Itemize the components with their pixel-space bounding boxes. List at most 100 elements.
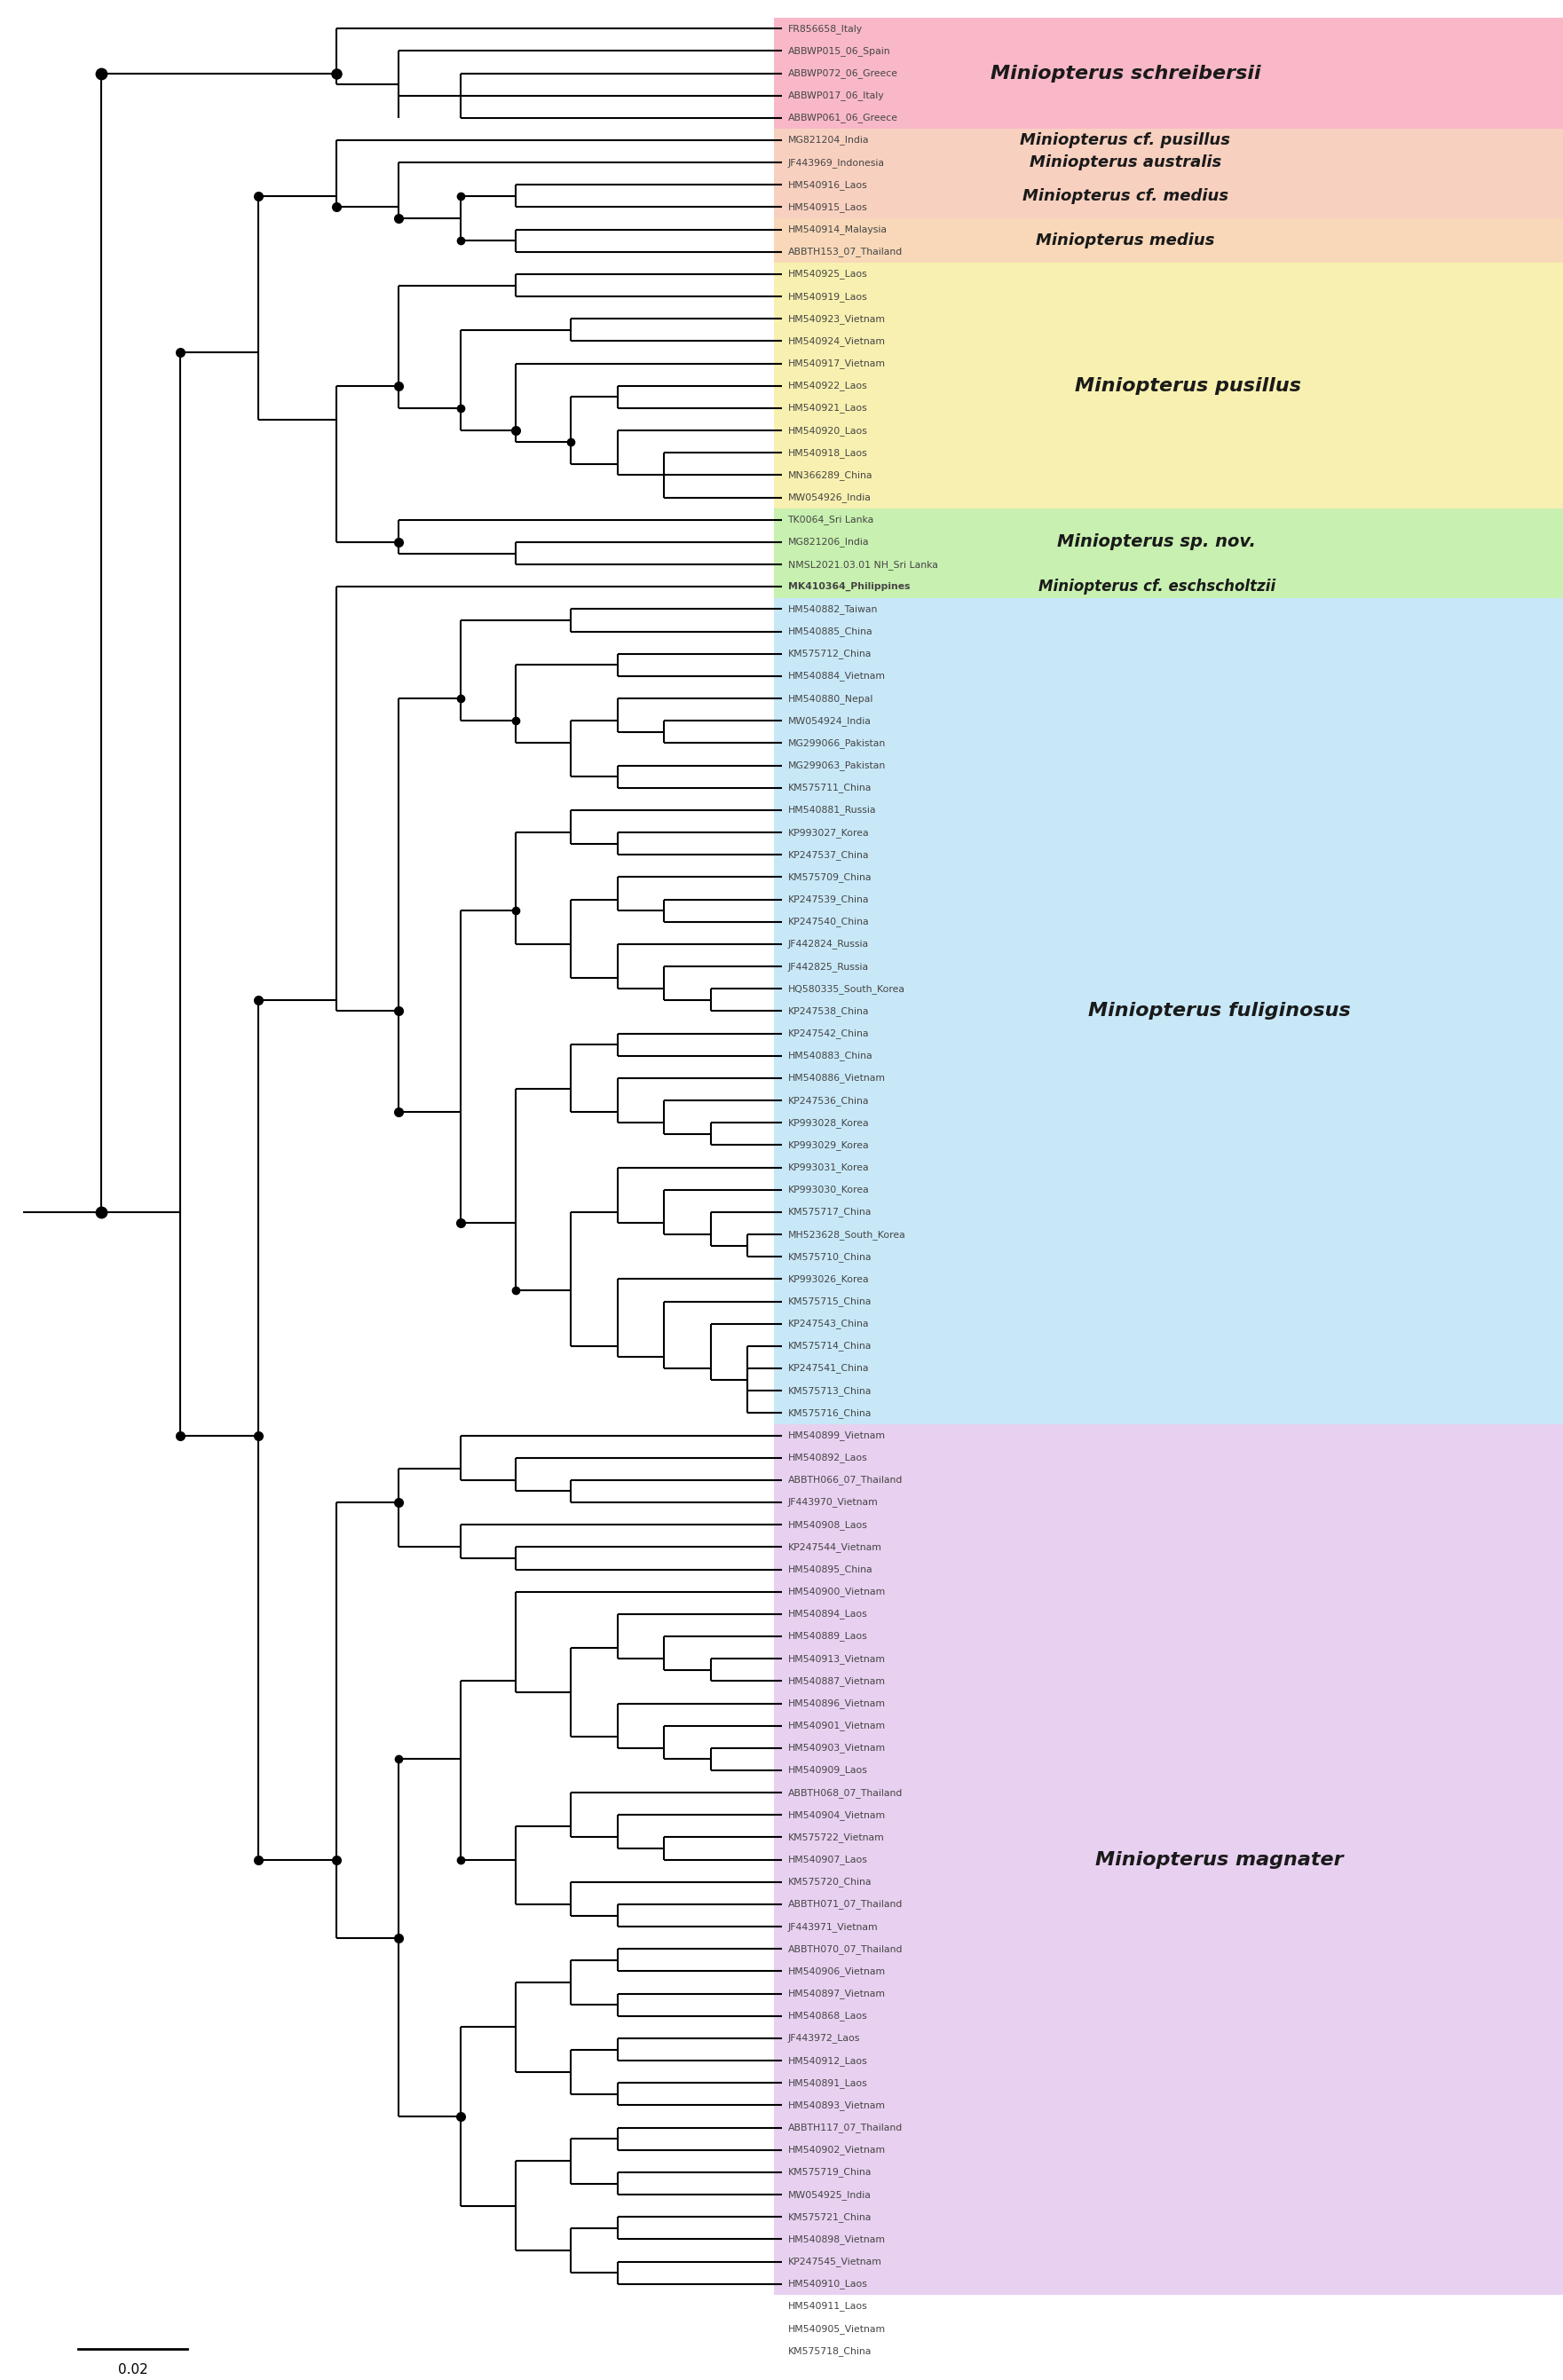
Text: KP247536_China: KP247536_China — [788, 1095, 869, 1104]
Text: KM575721_China: KM575721_China — [788, 2211, 872, 2223]
Bar — [774, 509, 1563, 576]
Text: HM540913_Vietnam: HM540913_Vietnam — [788, 1654, 885, 1664]
Text: HM540908_Laos: HM540908_Laos — [788, 1521, 867, 1530]
Text: ABBTH066_07_Thailand: ABBTH066_07_Thailand — [788, 1476, 902, 1485]
Text: HM540921_Laos: HM540921_Laos — [788, 402, 867, 414]
Text: Miniopterus medius: Miniopterus medius — [1036, 233, 1214, 248]
Bar — [774, 597, 1563, 1423]
Text: MH523628_South_Korea: MH523628_South_Korea — [788, 1230, 905, 1240]
Text: KP247541_China: KP247541_China — [788, 1364, 869, 1373]
Text: HM540894_Laos: HM540894_Laos — [788, 1609, 867, 1618]
Text: HM540880_Nepal: HM540880_Nepal — [788, 693, 874, 704]
Text: JF443970_Vietnam: JF443970_Vietnam — [788, 1497, 878, 1507]
Text: Miniopterus cf. eschscholtzii: Miniopterus cf. eschscholtzii — [1038, 578, 1275, 595]
Text: KM575711_China: KM575711_China — [788, 783, 872, 793]
Text: HM540909_Laos: HM540909_Laos — [788, 1766, 867, 1775]
Text: HM540907_Laos: HM540907_Laos — [788, 1854, 867, 1864]
Text: KM575710_China: KM575710_China — [788, 1252, 872, 1261]
Text: HM540905_Vietnam: HM540905_Vietnam — [788, 2323, 886, 2332]
Text: HM540885_China: HM540885_China — [788, 626, 872, 635]
Text: KM575713_China: KM575713_China — [788, 1385, 872, 1395]
Text: FR856658_Italy: FR856658_Italy — [788, 24, 863, 33]
Text: HM540910_Laos: HM540910_Laos — [788, 2280, 867, 2290]
Text: KP247538_China: KP247538_China — [788, 1007, 869, 1016]
Bar — [774, 264, 1563, 509]
Text: ABBTH071_07_Thailand: ABBTH071_07_Thailand — [788, 1899, 902, 1909]
Text: TK0064_Sri Lanka: TK0064_Sri Lanka — [788, 514, 874, 524]
Text: 0.02: 0.02 — [117, 2363, 148, 2375]
Text: KP993031_Korea: KP993031_Korea — [788, 1161, 869, 1173]
Text: HM540889_Laos: HM540889_Laos — [788, 1633, 867, 1642]
Text: ABBTH117_07_Thailand: ABBTH117_07_Thailand — [788, 2123, 902, 2132]
Text: ABBTH153_07_Thailand: ABBTH153_07_Thailand — [788, 248, 902, 257]
Text: HM540900_Vietnam: HM540900_Vietnam — [788, 1587, 886, 1597]
Text: MG299063_Pakistan: MG299063_Pakistan — [788, 762, 886, 771]
Text: ABBTH068_07_Thailand: ABBTH068_07_Thailand — [788, 1787, 902, 1797]
Text: MG821204_India: MG821204_India — [788, 136, 869, 145]
Text: Miniopterus australis: Miniopterus australis — [1030, 155, 1221, 171]
Text: KP247540_China: KP247540_China — [788, 916, 869, 926]
Text: ABBWP072_06_Greece: ABBWP072_06_Greece — [788, 69, 897, 79]
Text: JF443971_Vietnam: JF443971_Vietnam — [788, 1921, 878, 1933]
Text: MG821206_India: MG821206_India — [788, 538, 869, 547]
Text: HM540887_Vietnam: HM540887_Vietnam — [788, 1676, 885, 1685]
Text: KP993030_Korea: KP993030_Korea — [788, 1185, 869, 1195]
Text: MW054925_India: MW054925_India — [788, 2190, 871, 2199]
Text: KP247539_China: KP247539_China — [788, 895, 869, 904]
Text: HM540918_Laos: HM540918_Laos — [788, 447, 867, 457]
Text: HM540922_Laos: HM540922_Laos — [788, 381, 867, 390]
Text: HM540901_Vietnam: HM540901_Vietnam — [788, 1721, 886, 1730]
Text: ABBTH070_07_Thailand: ABBTH070_07_Thailand — [788, 1944, 903, 1954]
Text: Miniopterus fuliginosus: Miniopterus fuliginosus — [1088, 1002, 1350, 1021]
Text: HM540925_Laos: HM540925_Laos — [788, 269, 867, 278]
Text: KP247537_China: KP247537_China — [788, 850, 869, 859]
Bar — [774, 17, 1563, 129]
Text: Miniopterus sp. nov.: Miniopterus sp. nov. — [1057, 533, 1257, 550]
Text: HM540904_Vietnam: HM540904_Vietnam — [788, 1811, 886, 1821]
Text: JF443969_Indonesia: JF443969_Indonesia — [788, 157, 885, 167]
Text: HM540914_Malaysia: HM540914_Malaysia — [788, 224, 888, 233]
Text: KM575722_Vietnam: KM575722_Vietnam — [788, 1833, 885, 1842]
Text: KM575716_China: KM575716_China — [788, 1409, 872, 1418]
Text: KP993026_Korea: KP993026_Korea — [788, 1273, 869, 1283]
Text: HM540883_China: HM540883_China — [788, 1052, 872, 1061]
Text: JF442824_Russia: JF442824_Russia — [788, 940, 869, 950]
Text: HM540898_Vietnam: HM540898_Vietnam — [788, 2235, 885, 2244]
Text: HM540886_Vietnam: HM540886_Vietnam — [788, 1073, 885, 1083]
Text: Miniopterus schreibersii: Miniopterus schreibersii — [991, 64, 1260, 81]
Text: HM540891_Laos: HM540891_Laos — [788, 2078, 867, 2087]
Text: HM540868_Laos: HM540868_Laos — [788, 2011, 867, 2021]
Text: KM575717_China: KM575717_China — [788, 1207, 872, 1216]
Text: JF443972_Laos: JF443972_Laos — [788, 2033, 860, 2042]
Bar — [774, 576, 1563, 597]
Text: ABBWP061_06_Greece: ABBWP061_06_Greece — [788, 112, 897, 124]
Text: MW054926_India: MW054926_India — [788, 493, 871, 502]
Text: HM540893_Vietnam: HM540893_Vietnam — [788, 2102, 885, 2111]
Text: HM540892_Laos: HM540892_Laos — [788, 1452, 867, 1464]
Text: ABBWP015_06_Spain: ABBWP015_06_Spain — [788, 45, 891, 55]
Text: KM575715_China: KM575715_China — [788, 1297, 872, 1307]
Text: KM575720_China: KM575720_China — [788, 1878, 872, 1887]
Text: HM540882_Taiwan: HM540882_Taiwan — [788, 605, 878, 614]
Text: KM575709_China: KM575709_China — [788, 873, 872, 883]
Text: HM540911_Laos: HM540911_Laos — [788, 2301, 867, 2311]
Text: HM540896_Vietnam: HM540896_Vietnam — [788, 1699, 885, 1709]
Text: ABBWP017_06_Italy: ABBWP017_06_Italy — [788, 90, 885, 100]
Text: MK410364_Philippines: MK410364_Philippines — [788, 583, 910, 590]
Text: KM575718_China: KM575718_China — [788, 2347, 872, 2356]
Text: KP993027_Korea: KP993027_Korea — [788, 828, 869, 838]
Text: HM540906_Vietnam: HM540906_Vietnam — [788, 1966, 886, 1975]
Bar — [774, 129, 1563, 219]
Text: Miniopterus cf. pusillus: Miniopterus cf. pusillus — [1021, 133, 1230, 148]
Text: Miniopterus magnater: Miniopterus magnater — [1096, 1852, 1343, 1868]
Text: HM540917_Vietnam: HM540917_Vietnam — [788, 359, 885, 369]
Text: KP993029_Korea: KP993029_Korea — [788, 1140, 869, 1150]
Text: HM540919_Laos: HM540919_Laos — [788, 293, 867, 302]
Text: HM540923_Vietnam: HM540923_Vietnam — [788, 314, 885, 324]
Text: HM540920_Laos: HM540920_Laos — [788, 426, 867, 436]
Text: NMSL2021.03.01 NH_Sri Lanka: NMSL2021.03.01 NH_Sri Lanka — [788, 559, 938, 569]
Text: KP247543_China: KP247543_China — [788, 1319, 869, 1328]
Text: MG299066_Pakistan: MG299066_Pakistan — [788, 738, 886, 747]
Text: MN366289_China: MN366289_China — [788, 471, 872, 481]
Text: KP247544_Vietnam: KP247544_Vietnam — [788, 1542, 882, 1552]
